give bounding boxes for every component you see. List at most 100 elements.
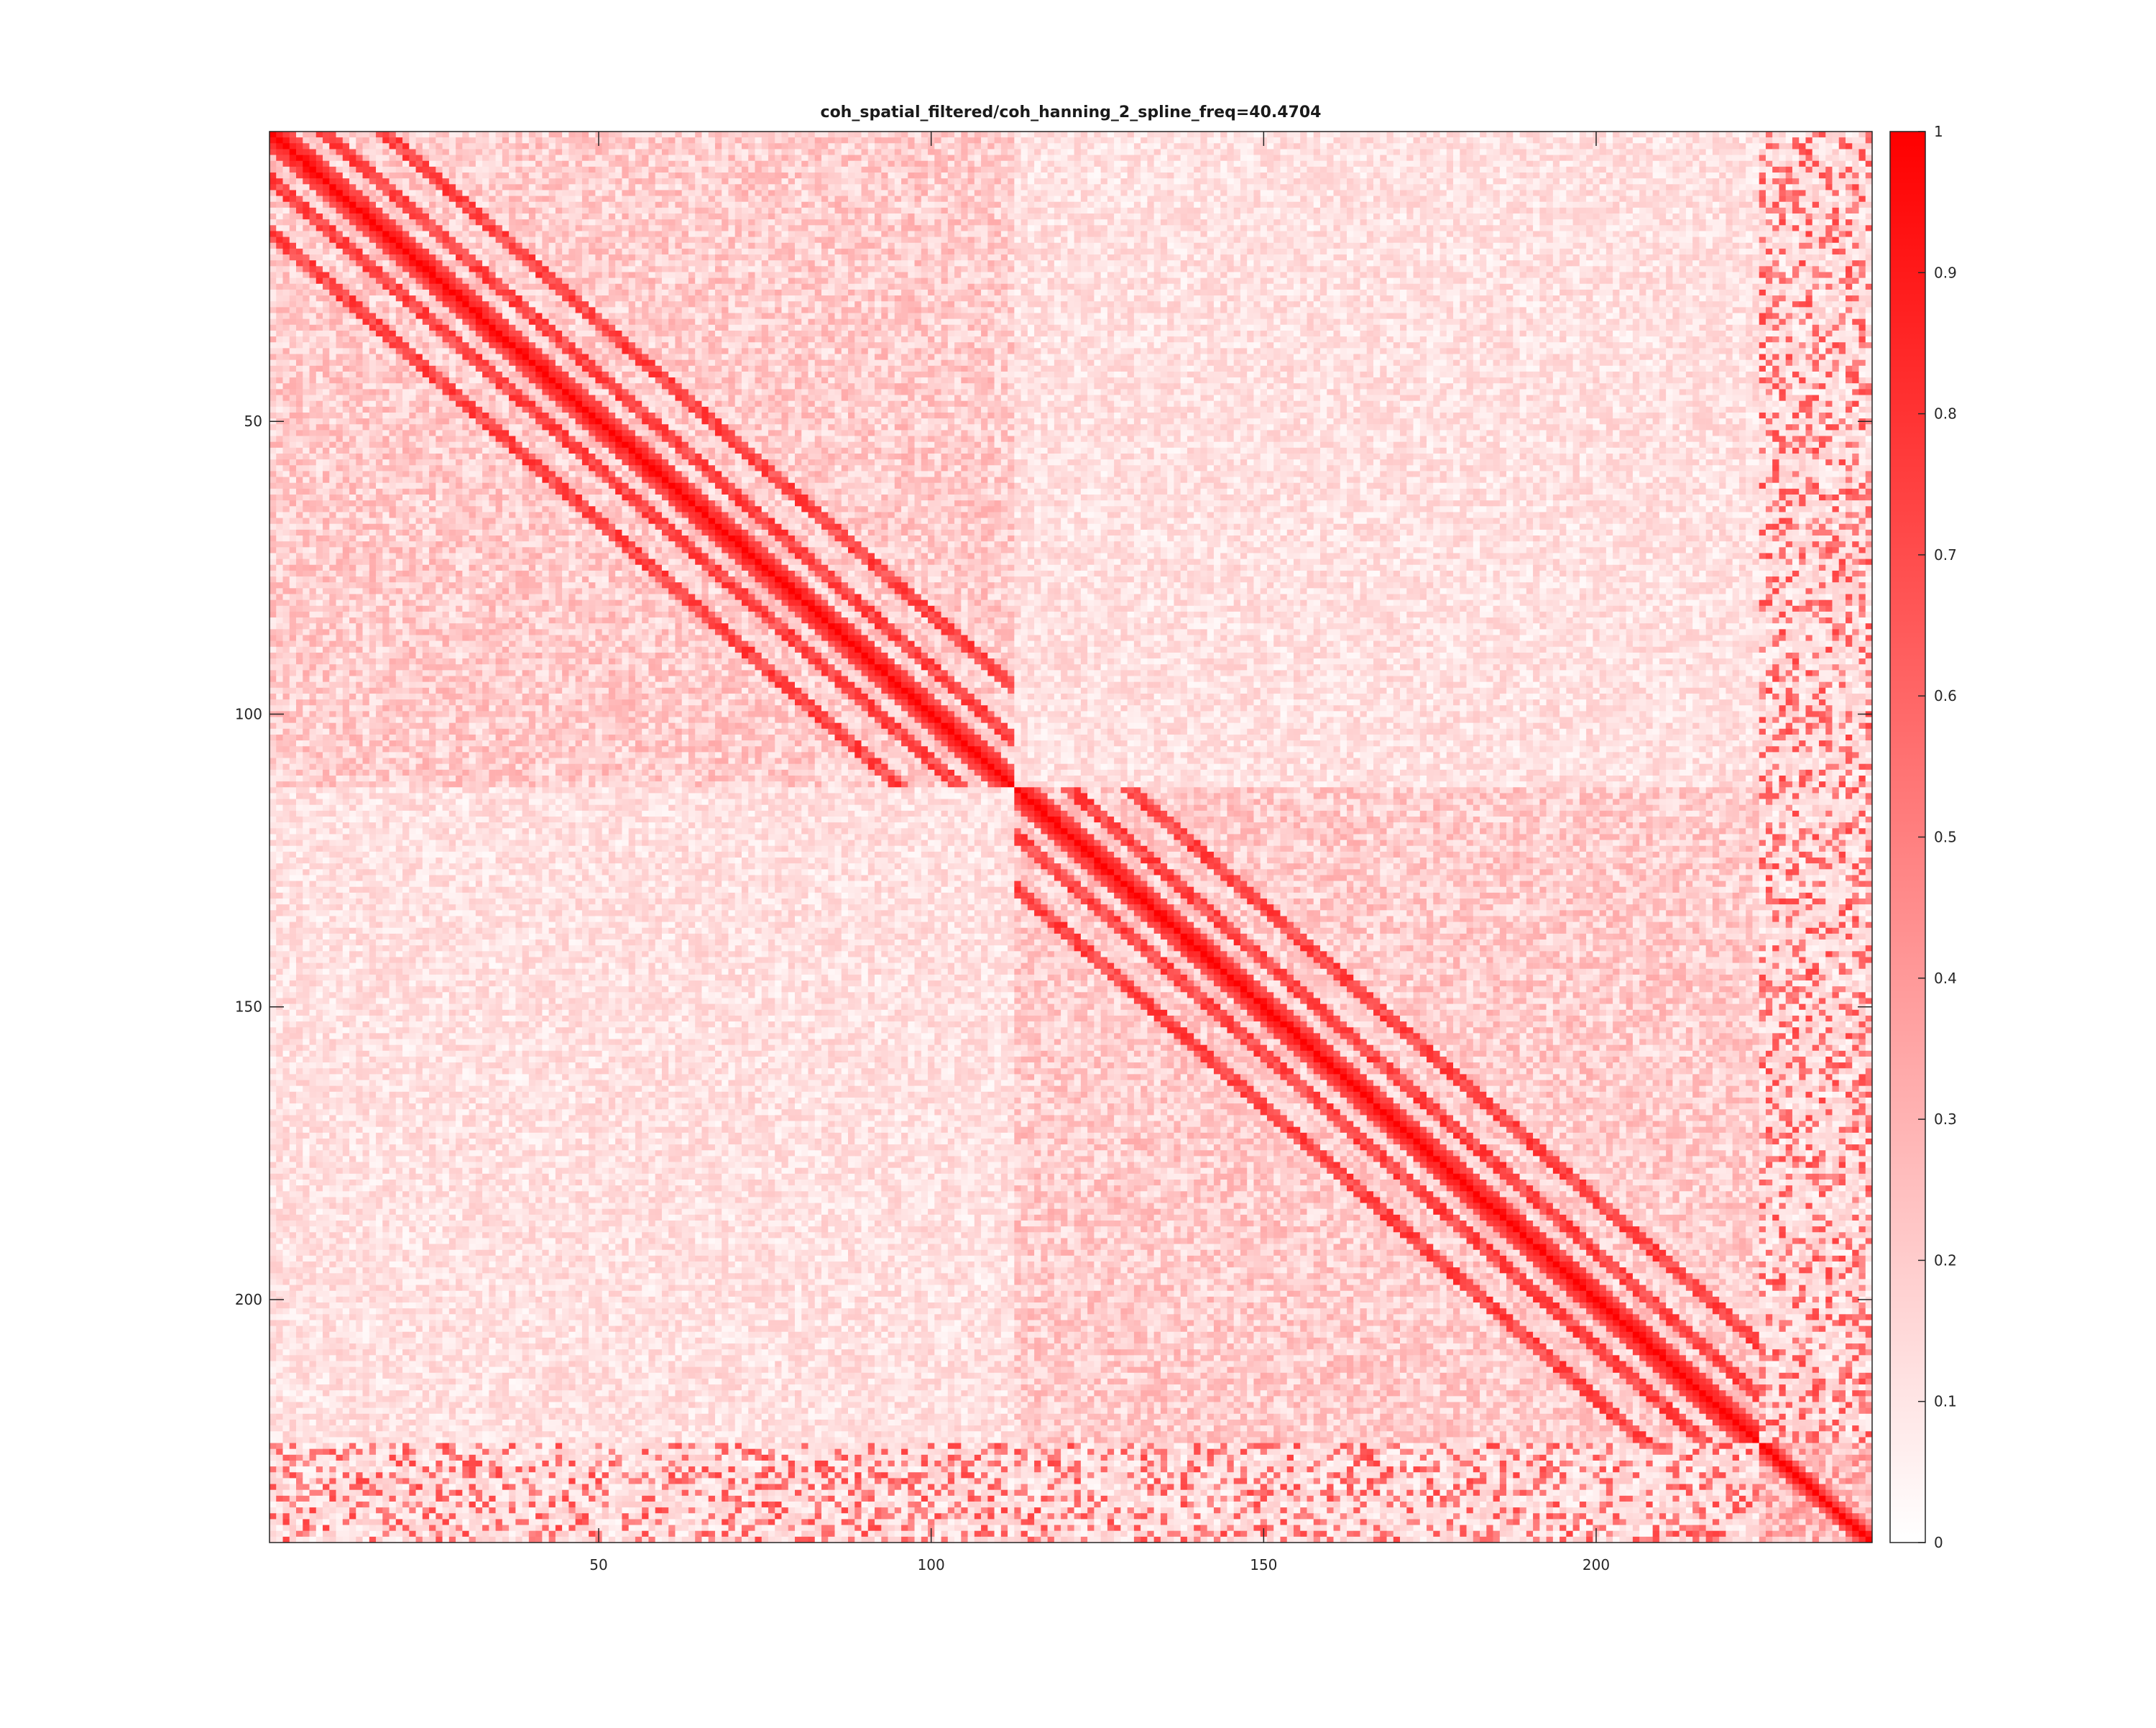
heatmap-cell	[1493, 155, 1501, 161]
heatmap-cell	[436, 167, 443, 173]
heatmap-cell	[981, 161, 988, 167]
heatmap-cell	[1746, 167, 1753, 173]
heatmap-cell	[1580, 143, 1587, 149]
heatmap-cell	[1752, 155, 1759, 161]
heatmap-cell	[1393, 167, 1401, 173]
heatmap-cell	[854, 184, 862, 190]
heatmap-cell	[1759, 143, 1766, 149]
heatmap-cell	[775, 149, 782, 155]
heatmap-cell	[1054, 173, 1061, 178]
heatmap-cell	[788, 173, 796, 178]
heatmap-cell	[1500, 149, 1507, 155]
heatmap-cell	[1267, 161, 1274, 167]
heatmap-cell	[323, 173, 330, 178]
heatmap-cell	[390, 137, 397, 143]
heatmap-cell	[482, 155, 489, 161]
heatmap-cell	[762, 132, 769, 137]
heatmap-cell	[662, 161, 669, 167]
heatmap-cell	[1692, 143, 1700, 149]
heatmap-cell	[682, 190, 689, 196]
heatmap-cell	[768, 155, 775, 161]
heatmap-cell	[1120, 155, 1128, 161]
heatmap-cell	[801, 190, 808, 196]
heatmap-cell	[1852, 143, 1859, 149]
heatmap-cell	[1181, 149, 1188, 155]
heatmap-cell	[961, 190, 968, 196]
heatmap-cell	[529, 184, 536, 190]
heatmap-cell	[1672, 167, 1680, 173]
heatmap-cell	[1300, 137, 1307, 143]
heatmap-cell	[329, 132, 336, 137]
heatmap-cell	[948, 149, 955, 155]
heatmap-cell	[1014, 178, 1021, 184]
heatmap-cell	[1779, 167, 1786, 173]
heatmap-cell	[303, 149, 310, 155]
heatmap-cell	[522, 190, 530, 196]
heatmap-cell	[1619, 178, 1626, 184]
heatmap-cell	[290, 178, 297, 184]
heatmap-cell	[1307, 137, 1314, 143]
heatmap-cell	[875, 155, 882, 161]
heatmap-cell	[1134, 143, 1141, 149]
heatmap-cell	[987, 137, 995, 143]
heatmap-cell	[595, 161, 602, 167]
heatmap-cell	[1087, 137, 1095, 143]
heatmap-cell	[382, 149, 390, 155]
heatmap-cell	[1692, 155, 1700, 161]
heatmap-cell	[1839, 184, 1846, 190]
heatmap-cell	[842, 178, 849, 184]
heatmap-cell	[443, 149, 450, 155]
heatmap-cell	[290, 137, 297, 143]
heatmap-cell	[343, 167, 350, 173]
heatmap-cell	[1367, 190, 1374, 196]
heatmap-cell	[662, 167, 669, 173]
heatmap-cell	[1001, 132, 1008, 137]
heatmap-cell	[1680, 161, 1687, 167]
heatmap-cell	[1001, 173, 1008, 178]
heatmap-cell	[1187, 178, 1194, 184]
heatmap-cell	[1832, 155, 1839, 161]
heatmap-cell	[1666, 161, 1673, 167]
heatmap-cell	[688, 143, 696, 149]
heatmap-cell	[854, 173, 862, 178]
heatmap-cell	[343, 190, 350, 196]
heatmap-cell	[1746, 137, 1753, 143]
heatmap-cell	[1606, 155, 1613, 161]
heatmap-cell	[402, 190, 410, 196]
heatmap-cell	[1573, 161, 1580, 167]
heatmap-cell	[582, 149, 589, 155]
heatmap-cell	[941, 132, 949, 137]
heatmap-cell	[1161, 161, 1168, 167]
heatmap-cell	[888, 143, 895, 149]
heatmap-cell	[1227, 132, 1234, 137]
heatmap-cell	[436, 143, 443, 149]
heatmap-cell	[270, 149, 277, 155]
heatmap-cell	[456, 137, 463, 143]
heatmap-cell	[1028, 155, 1035, 161]
heatmap-cell	[1340, 137, 1348, 143]
heatmap-cell	[735, 178, 742, 184]
heatmap-cell	[1387, 137, 1394, 143]
heatmap-cell	[1267, 149, 1274, 155]
heatmap-cell	[1486, 173, 1493, 178]
heatmap-cell	[742, 161, 749, 167]
heatmap-cell	[1739, 178, 1746, 184]
heatmap-cell	[1273, 167, 1281, 173]
heatmap-cell	[1805, 167, 1812, 173]
heatmap-cell	[1600, 178, 1607, 184]
heatmap-cell	[356, 173, 363, 178]
heatmap-cell	[875, 184, 882, 190]
heatmap-cell	[1021, 132, 1028, 137]
heatmap-cell	[954, 161, 962, 167]
heatmap-cell	[1174, 132, 1181, 137]
heatmap-cell	[482, 173, 489, 178]
heatmap-cell	[1772, 149, 1779, 155]
heatmap-cell	[1699, 167, 1706, 173]
heatmap-cell	[376, 167, 383, 173]
heatmap-cell	[1101, 167, 1108, 173]
heatmap-cell	[1639, 178, 1646, 184]
heatmap-cell	[582, 155, 589, 161]
heatmap-cell	[1200, 155, 1207, 161]
heatmap-cell	[668, 155, 676, 161]
heatmap-cell	[1580, 167, 1587, 173]
